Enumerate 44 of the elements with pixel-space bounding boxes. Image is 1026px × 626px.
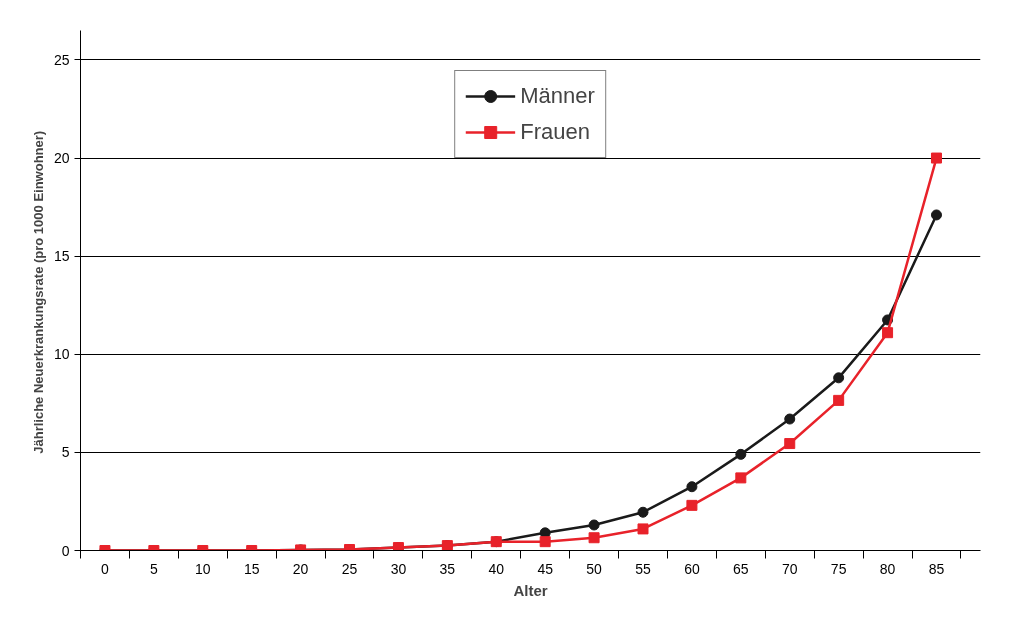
x-tick-label: 80 (879, 560, 896, 577)
legend-label: Männer (520, 83, 595, 109)
point (588, 519, 600, 531)
y-tick-label: 10 (53, 346, 70, 363)
x-tick-label: 30 (390, 560, 407, 577)
point (686, 481, 698, 493)
y-tick-label: 25 (53, 51, 70, 68)
point (833, 372, 845, 384)
x-tick-label: 25 (341, 560, 358, 577)
x-tick-label: 35 (439, 560, 456, 577)
point (735, 472, 747, 484)
point (539, 536, 551, 548)
x-tick-label: 10 (195, 560, 211, 577)
x-tick-label: 0 (101, 560, 110, 577)
y-tick-label: 20 (53, 150, 70, 167)
point (930, 209, 942, 221)
x-tick-label: 40 (488, 560, 505, 577)
legend-label: Frauen (520, 119, 590, 145)
y-tick-label: 15 (53, 248, 70, 265)
x-axis-title: Alter (513, 581, 548, 599)
y-tick-label: 5 (61, 444, 70, 461)
point (882, 327, 894, 339)
point (930, 152, 942, 164)
point (784, 438, 796, 450)
x-tick-label: 45 (537, 560, 554, 577)
x-tick-label: 85 (928, 560, 945, 577)
point (637, 506, 649, 518)
x-tick-label: 70 (781, 560, 798, 577)
x-tick-label: 65 (733, 560, 749, 577)
point (588, 532, 600, 544)
x-tick-label: 20 (292, 560, 309, 577)
x-tick-label: 60 (684, 560, 700, 577)
y-tick-label: 0 (61, 542, 70, 559)
x-tick-label: 50 (586, 560, 603, 577)
y-axis-title: Jährliche Neuerkrankungsrate (pro 1000 Einwohner) (30, 130, 46, 454)
point (637, 523, 649, 535)
point (784, 413, 796, 425)
point (833, 394, 845, 406)
x-tick-label: 5 (149, 560, 158, 577)
point (735, 448, 747, 460)
point (686, 499, 698, 511)
x-tick-label: 55 (635, 560, 651, 577)
x-tick-label: 15 (243, 560, 260, 577)
x-tick-label: 75 (830, 560, 847, 577)
